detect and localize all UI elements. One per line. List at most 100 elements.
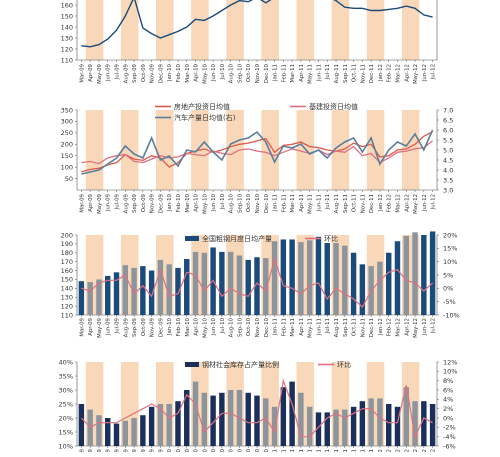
legend-3-0-swatch	[185, 362, 199, 367]
x-tick-label-3-20: Nov-10	[255, 448, 261, 452]
x-tick-label-0-33: Dec-11	[369, 64, 375, 83]
bar-2-32	[359, 264, 366, 315]
x-tick-label-0-24: Mar-11	[290, 64, 296, 83]
bar-2-25	[298, 242, 304, 315]
x-tick-label-2-40: Jul-12	[431, 318, 437, 334]
x-tick-label-1-37: Apr-12	[404, 194, 410, 212]
x-tick-label-0-37: Apr-12	[404, 64, 410, 82]
x-tick-label-1-39: Jun-12	[422, 194, 428, 212]
x-tick-label-1-11: Feb-10	[176, 193, 182, 212]
y-tick-label-left-1-2: 150	[61, 152, 73, 160]
x-tick-label-1-38: May-12	[413, 194, 419, 214]
legend-2-1-label: 环比	[324, 234, 338, 243]
x-tick-label-0-18: Sep-10	[237, 63, 243, 83]
y-tick-label-right-3-2: -2%	[443, 424, 456, 432]
x-tick-label-0-28: Jul-11	[325, 64, 331, 80]
x-tick-label-0-34: Jan-12	[378, 64, 384, 82]
bar-2-2	[96, 279, 102, 315]
x-tick-label-0-20: Nov-10	[255, 63, 261, 83]
bar-2-35	[385, 252, 392, 315]
x-tick-label-2-19: Oct-10	[246, 317, 252, 336]
x-tick-label-1-14: May-10	[202, 193, 208, 213]
x-tick-label-2-26: May-11	[308, 318, 314, 338]
bar-2-31	[350, 252, 357, 315]
x-tick-label-3-4: Jul-09	[115, 448, 121, 452]
y-tick-label-left-1-0: 50	[65, 175, 73, 183]
x-tick-label-3-21: Dec-10	[264, 448, 270, 452]
bar-2-27	[315, 236, 322, 315]
x-tick-label-2-0: Mar-09	[79, 317, 85, 336]
x-tick-label-0-30: Sep-11	[343, 64, 349, 83]
x-tick-label-0-16: Jul-10	[220, 63, 226, 80]
x-tick-label-2-36: Mar-12	[395, 318, 401, 337]
x-tick-label-0-29: Aug-11	[334, 64, 340, 83]
x-tick-label-0-17: Aug-10	[229, 63, 235, 83]
x-tick-label-2-23: Feb-11	[281, 318, 287, 336]
x-tick-label-0-25: Apr-11	[299, 64, 305, 82]
bar-3-3	[105, 418, 111, 446]
x-tick-label-2-31: Oct-11	[352, 318, 358, 336]
x-tick-label-3-6: Sep-09	[132, 448, 138, 452]
y-tick-label-left-2-1: 120	[61, 302, 73, 310]
bar-2-22	[271, 241, 278, 315]
y-tick-label-left-0-1: 120	[61, 45, 73, 53]
shade-band-0-1	[120, 0, 139, 60]
y-tick-label-right-3-6: 6%	[443, 386, 453, 394]
bar-3-11	[175, 401, 181, 446]
x-tick-label-1-4: Jul-09	[115, 193, 121, 210]
x-tick-label-3-8: Nov-09	[150, 448, 156, 452]
x-tick-label-1-30: Sep-11	[343, 194, 349, 213]
x-tick-label-1-2: May-09	[97, 193, 103, 213]
x-tick-label-1-35: Feb-12	[387, 194, 393, 212]
x-tick-label-1-19: Oct-10	[246, 193, 252, 212]
bar-3-24	[289, 381, 295, 446]
x-tick-label-2-29: Aug-11	[334, 318, 340, 337]
y-tick-label-left-1-6: 350	[61, 106, 73, 114]
y-tick-label-right-3-3: 0%	[443, 414, 453, 422]
y-tick-label-left-3-0: 10%	[59, 442, 73, 450]
x-tick-label-0-8: Nov-09	[150, 63, 156, 83]
x-tick-label-2-25: Apr-11	[299, 318, 305, 336]
legend-2-0-label: 全国粗钢月度日均产量	[202, 234, 272, 243]
bar-3-30	[342, 409, 348, 446]
y-tick-label-left-3-2: 20%	[59, 414, 73, 422]
y-tick-label-left-3-3: 25%	[59, 400, 73, 408]
y-tick-label-left-0-4: 150	[61, 12, 73, 20]
x-tick-label-1-21: Dec-10	[264, 193, 270, 213]
series-line-1-2	[81, 129, 434, 175]
series-line-2-1	[81, 256, 434, 308]
x-tick-label-3-14: May-10	[202, 448, 208, 452]
x-tick-label-3-1: Apr-09	[88, 448, 94, 452]
y-tick-label-right-1-6: 6.0	[443, 126, 453, 134]
bar-3-16	[219, 392, 225, 446]
y-tick-label-right-1-8: 7.0	[443, 106, 453, 114]
x-tick-label-2-1: Apr-09	[88, 317, 94, 335]
x-tick-label-2-32: Nov-11	[360, 318, 366, 337]
y-tick-label-left-1-1: 100	[61, 163, 73, 171]
x-tick-label-1-34: Jan-12	[378, 194, 384, 212]
x-tick-label-2-38: May-12	[413, 318, 419, 338]
bar-3-4	[113, 423, 120, 446]
bar-3-32	[359, 401, 366, 446]
bar-2-28	[324, 243, 330, 315]
y-tick-label-right-2-4: 10%	[443, 258, 457, 266]
x-tick-label-0-39: Jun-12	[422, 64, 428, 82]
bar-3-35	[385, 404, 392, 446]
y-tick-label-left-2-3: 140	[61, 285, 73, 293]
bar-3-10	[166, 404, 172, 446]
shade-band-0-9	[401, 0, 420, 60]
x-tick-label-1-36: Mar-12	[395, 194, 401, 213]
y-tick-label-left-2-6: 170	[61, 258, 73, 266]
x-tick-label-0-6: Sep-09	[132, 63, 138, 83]
bar-3-6	[131, 418, 137, 446]
bar-3-5	[122, 420, 129, 446]
series-line-0-0	[81, 0, 433, 48]
x-tick-label-1-7: Oct-09	[141, 193, 147, 212]
bar-2-26	[306, 240, 313, 315]
y-tick-label-left-0-0: 110	[61, 56, 73, 64]
bar-3-22	[271, 406, 278, 446]
legend-1-0-label: 房地产投资日均值	[174, 102, 230, 111]
x-tick-label-0-12: Mar-10	[185, 63, 191, 82]
bar-2-0	[78, 281, 85, 315]
bar-3-39	[421, 401, 427, 446]
